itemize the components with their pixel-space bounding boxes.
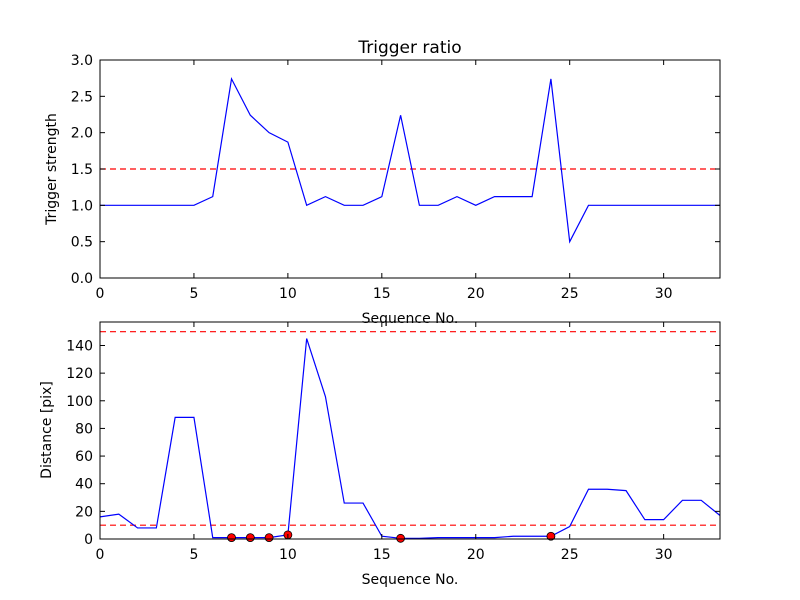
y-tick-label: 2.5 [71,89,93,105]
x-tick-label: 0 [96,547,105,563]
plot-area: 0 5 10 15 20 25 30 0 20 40 60 80 100 120 140 [66,321,721,563]
chart-title: Trigger ratio [357,38,461,58]
data-point-marker [546,531,556,541]
y-tick-label: 0.0 [71,271,93,287]
trigger-ratio-chart: Trigger ratio 0 5 10 15 20 25 30 0.0 0.5 1.0 1.5 2.… [44,38,721,327]
series-line [99,338,721,539]
x-tick-label: 10 [279,286,297,302]
data-point-marker [264,533,274,543]
plot-area: 0 5 10 15 20 25 30 0.0 0.5 1.0 1.5 2.0 2.5 3.0 [71,53,721,302]
y-tick-label: 80 [75,421,93,437]
x-tick-label: 30 [655,547,673,563]
y-tick-label: 3.0 [71,53,93,69]
x-tick-label: 15 [373,286,391,302]
x-tick-label: 25 [561,286,579,302]
y-tick-label: 1.5 [71,162,93,178]
x-tick-label: 5 [189,547,198,563]
x-tick-label: 10 [279,547,297,563]
data-point-marker [396,533,406,543]
y-tick-label: 40 [75,477,93,493]
y-axis-label: Distance [pix] [39,381,55,479]
x-tick-label: 5 [189,286,198,302]
x-axis-label: Sequence No. [362,572,459,588]
y-axis-label: Trigger strength [44,113,60,226]
x-axis-label: Sequence No. [362,311,459,327]
x-tick-label: 0 [96,286,105,302]
y-tick-label: 1.0 [71,198,93,214]
data-point-marker [227,533,236,543]
series-line [100,76,720,244]
y-tick-label: 60 [75,449,93,465]
y-tick-label: 140 [66,338,93,354]
x-tick-label: 15 [373,547,391,563]
y-tick-label: 0.5 [71,235,93,251]
x-tick-label: 30 [655,286,673,302]
y-tick-label: 120 [66,366,93,382]
y-tick-label: 20 [75,504,93,520]
y-tick-label: 100 [66,394,93,410]
x-tick-label: 25 [561,547,579,563]
x-tick-label: 20 [467,286,485,302]
y-tick-label: 0 [84,532,93,548]
y-tick-label: 2.0 [71,126,93,142]
distance-chart: 0 5 10 15 20 25 30 0 20 40 60 80 100 120 140 Sequence … [39,321,721,588]
axes-frame [99,321,721,540]
data-point-marker [245,533,255,543]
x-tick-label: 20 [467,547,485,563]
